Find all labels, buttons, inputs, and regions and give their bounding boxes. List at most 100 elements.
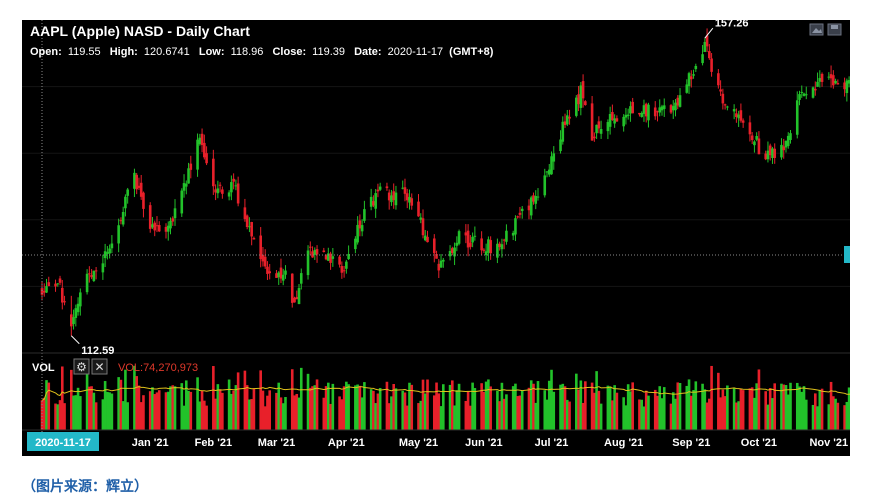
candle-body bbox=[394, 192, 398, 206]
candle-body bbox=[536, 196, 540, 198]
date-value: 2020-11-17 bbox=[388, 46, 443, 58]
volume-bar bbox=[345, 381, 348, 430]
candle-body bbox=[58, 278, 62, 283]
candle-body bbox=[802, 93, 806, 96]
volume-bar bbox=[543, 390, 547, 430]
volume-bar bbox=[644, 390, 648, 430]
candle-body bbox=[638, 112, 641, 115]
candle-body bbox=[392, 191, 396, 201]
candle-body bbox=[182, 183, 186, 191]
candle-body bbox=[543, 175, 547, 196]
candle-body bbox=[306, 250, 310, 276]
volume-bar bbox=[498, 401, 501, 430]
chart-svg[interactable]: AAPL (Apple) NASD - Daily Chart Open: 11… bbox=[22, 20, 850, 456]
candle-body bbox=[502, 239, 506, 241]
candle-body bbox=[230, 182, 233, 193]
volume-bar bbox=[437, 393, 441, 430]
volume-bar bbox=[297, 397, 301, 430]
candle-body bbox=[259, 235, 262, 260]
volume-bar bbox=[290, 369, 294, 430]
candle-body bbox=[279, 267, 283, 279]
candle-body bbox=[726, 106, 729, 108]
candle-body bbox=[480, 238, 483, 251]
volume-bar bbox=[496, 390, 499, 430]
candle-body bbox=[72, 317, 75, 325]
volume-bar bbox=[372, 390, 375, 430]
candle-body bbox=[417, 201, 420, 217]
volume-bar bbox=[374, 403, 377, 430]
volume-bar bbox=[674, 398, 677, 430]
volume-bar bbox=[419, 400, 423, 430]
volume-bar bbox=[471, 382, 474, 430]
save-icon[interactable] bbox=[827, 23, 842, 36]
volume-bar bbox=[847, 387, 850, 430]
candle-body bbox=[534, 196, 538, 204]
volume-bar bbox=[189, 391, 193, 430]
candle-body bbox=[453, 247, 456, 257]
volume-bar bbox=[629, 391, 632, 430]
volume-bar bbox=[212, 366, 215, 430]
volume-bar bbox=[322, 397, 326, 430]
candle-body bbox=[153, 222, 157, 231]
candle-body bbox=[593, 136, 596, 139]
candle-body bbox=[545, 171, 549, 173]
x-axis-tick-label: Sep '21 bbox=[672, 437, 710, 449]
volume-bar bbox=[293, 395, 296, 430]
volume-bar bbox=[363, 382, 366, 430]
candle-body bbox=[189, 163, 193, 170]
close-button[interactable]: ✕ bbox=[91, 358, 108, 375]
volume-bar bbox=[70, 369, 73, 430]
candle-body bbox=[268, 271, 272, 274]
volume-bar bbox=[694, 381, 698, 430]
candle-body bbox=[820, 73, 824, 82]
candle-body bbox=[169, 220, 172, 229]
volume-bar bbox=[230, 393, 233, 430]
candle-body bbox=[110, 243, 114, 249]
volume-bar bbox=[173, 386, 177, 430]
volume-bar bbox=[135, 376, 138, 430]
volume-bar bbox=[360, 397, 364, 430]
candle-body bbox=[356, 224, 359, 243]
volume-bar bbox=[157, 390, 161, 430]
candle-body bbox=[658, 107, 662, 113]
candle-body bbox=[338, 256, 341, 265]
picture-icon[interactable] bbox=[809, 23, 824, 36]
chart-area[interactable]: AAPL (Apple) NASD - Daily Chart Open: 11… bbox=[22, 20, 850, 456]
volume-bar bbox=[338, 396, 341, 430]
candle-body bbox=[360, 225, 364, 232]
volume-bar bbox=[703, 389, 707, 430]
volume-bar bbox=[390, 396, 393, 430]
volume-bar bbox=[442, 384, 445, 430]
volume-bar bbox=[836, 402, 840, 430]
volume-bar bbox=[121, 401, 125, 430]
volume-bar bbox=[221, 392, 224, 430]
candle-body bbox=[818, 78, 822, 82]
candle-body bbox=[173, 208, 177, 219]
candle-body bbox=[737, 114, 740, 119]
candle-body bbox=[408, 196, 411, 203]
candle-body bbox=[437, 263, 441, 271]
volume-bar bbox=[593, 392, 596, 430]
gear-button[interactable]: ⚙ bbox=[73, 358, 90, 375]
candle-body bbox=[426, 236, 429, 243]
candle-body bbox=[108, 248, 111, 254]
candle-body bbox=[243, 207, 247, 220]
volume-bar bbox=[268, 390, 272, 430]
volume-bar bbox=[545, 399, 549, 430]
volume-bar bbox=[710, 365, 713, 430]
candle-body bbox=[516, 216, 519, 218]
volume-bar bbox=[76, 387, 80, 430]
volume-bar bbox=[148, 391, 152, 430]
volume-bar bbox=[277, 382, 281, 430]
volume-bar bbox=[505, 394, 508, 430]
candle-body bbox=[171, 218, 175, 222]
close-label: Close: bbox=[272, 46, 306, 58]
volume-bar bbox=[243, 370, 247, 430]
volume-bar bbox=[489, 386, 492, 430]
volume-bar bbox=[101, 399, 105, 430]
volume-bar bbox=[187, 390, 190, 430]
volume-bar bbox=[133, 365, 136, 430]
candle-body bbox=[245, 215, 249, 228]
candle-body bbox=[88, 273, 91, 275]
volume-bar bbox=[252, 388, 256, 430]
